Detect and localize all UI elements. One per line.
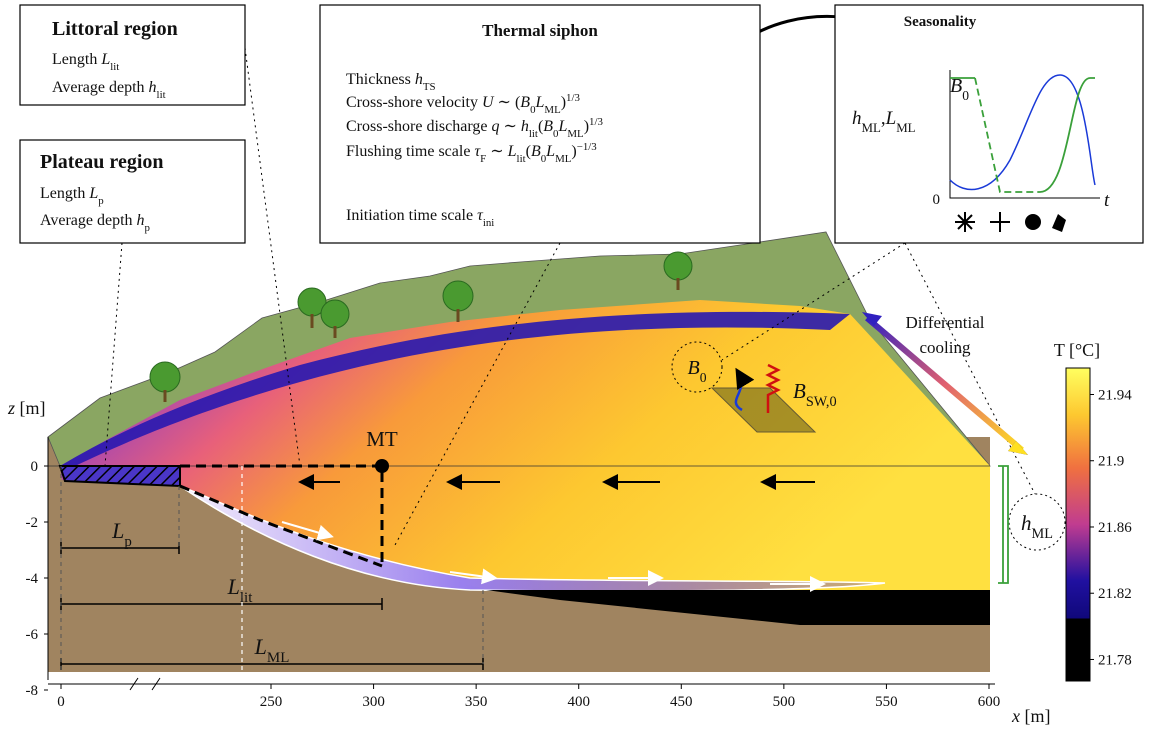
label-part: ∼ bbox=[486, 143, 507, 160]
label-part: h bbox=[149, 79, 157, 96]
label-part: L bbox=[227, 574, 240, 599]
label-part: L bbox=[88, 185, 98, 202]
label-part: lit bbox=[529, 128, 538, 140]
label-part: p bbox=[145, 222, 151, 234]
label: cooling bbox=[920, 338, 971, 357]
diagram: Littoral regionLength LlitAverage depth … bbox=[0, 0, 1151, 729]
label-part: ML bbox=[896, 120, 915, 135]
label-part: p bbox=[98, 195, 104, 207]
box-title: Plateau region bbox=[40, 151, 164, 173]
label-part: Thickness bbox=[346, 71, 415, 88]
colorbar-tick-label: 21.82 bbox=[1098, 586, 1132, 602]
label-part: L bbox=[100, 51, 110, 68]
label: MT bbox=[366, 427, 398, 451]
label-part: B bbox=[520, 94, 530, 111]
label-part: ML bbox=[555, 153, 571, 165]
landscape bbox=[48, 232, 990, 672]
label-part: L bbox=[254, 634, 267, 659]
label-part: z bbox=[7, 398, 15, 418]
label-part: B bbox=[543, 118, 553, 135]
x-tick-label: 600 bbox=[978, 694, 1001, 710]
label-part: 0 bbox=[962, 88, 969, 103]
label-part: 1/3 bbox=[566, 92, 580, 104]
label-part: Flushing time scale bbox=[346, 143, 474, 160]
label-part: ML bbox=[544, 104, 560, 116]
label-part: B bbox=[687, 357, 699, 379]
colorbar-title: T [°C] bbox=[1054, 340, 1100, 360]
label-part: Average depth bbox=[52, 79, 149, 96]
label-part: Initiation time scale bbox=[346, 207, 477, 224]
colorbar-tick-label: 21.78 bbox=[1098, 652, 1132, 668]
label-part: B bbox=[793, 379, 806, 403]
x-tick-label: 350 bbox=[465, 694, 488, 710]
label-part: lit bbox=[157, 89, 166, 101]
label-part: ML bbox=[267, 650, 289, 666]
label: 0 bbox=[933, 192, 941, 208]
x-tick-label: 300 bbox=[362, 694, 385, 710]
x-tick-label: 450 bbox=[670, 694, 693, 710]
label-part: h bbox=[521, 118, 529, 135]
label: z [m] bbox=[7, 398, 46, 418]
z-tick-label: 0 bbox=[31, 459, 39, 475]
label-part: ∼ bbox=[499, 118, 520, 135]
label-part: h bbox=[137, 212, 145, 229]
label-part: [m] bbox=[15, 398, 46, 418]
label-part: B bbox=[950, 75, 962, 97]
x-tick-label: 500 bbox=[773, 694, 796, 710]
label-part: −1/3 bbox=[577, 141, 598, 153]
label: x [m] bbox=[1011, 706, 1051, 726]
label-part: q bbox=[491, 118, 499, 135]
label-part: Length bbox=[40, 185, 89, 202]
label-part: ML bbox=[567, 128, 583, 140]
x-tick-label: 400 bbox=[567, 694, 590, 710]
z-tick-label: -4 bbox=[26, 571, 39, 587]
box-title: Littoral region bbox=[52, 18, 178, 40]
label-part: L bbox=[545, 143, 555, 160]
label-part: h bbox=[1021, 511, 1032, 535]
label-part: SW,0 bbox=[806, 394, 837, 410]
z-tick-label: -8 bbox=[26, 683, 39, 699]
label-part: Length bbox=[52, 51, 101, 68]
colorbar-tick-label: 21.86 bbox=[1098, 520, 1132, 536]
label-part: Cross-shore velocity bbox=[346, 94, 482, 111]
label-part: ini bbox=[483, 217, 494, 229]
label-part: x bbox=[1011, 706, 1020, 726]
label-part: [m] bbox=[1020, 706, 1051, 726]
label-part: L bbox=[111, 518, 124, 543]
label-part: Average depth bbox=[40, 212, 137, 229]
box-title: Thermal siphon bbox=[482, 21, 598, 40]
label-part: L bbox=[557, 118, 567, 135]
label-part: 0 bbox=[700, 370, 707, 385]
label-part: lit bbox=[110, 61, 119, 73]
label-part: ∼ ( bbox=[494, 94, 521, 111]
x-tick-label: 0 bbox=[57, 694, 65, 710]
box-title: Seasonality bbox=[904, 14, 977, 30]
label-part: h bbox=[852, 108, 862, 129]
x-tick-label: 550 bbox=[875, 694, 898, 710]
label-part: ML bbox=[862, 120, 881, 135]
label-part: L bbox=[885, 108, 897, 129]
label: hML bbox=[1021, 511, 1053, 542]
label-part: h bbox=[415, 71, 423, 88]
colorbar bbox=[1066, 368, 1090, 681]
label-part: L bbox=[535, 94, 545, 111]
label-part: t bbox=[1104, 190, 1110, 211]
label: Differential bbox=[906, 313, 985, 332]
z-tick-label: -2 bbox=[26, 515, 39, 531]
label-part: lit bbox=[240, 590, 253, 606]
label-part: TS bbox=[423, 81, 436, 93]
label-part: ML bbox=[1032, 526, 1053, 542]
z-tick-label: -6 bbox=[26, 627, 39, 643]
label-part: B bbox=[531, 143, 541, 160]
colorbar-tick-label: 21.94 bbox=[1098, 387, 1132, 403]
colorbar-tick-label: 21.9 bbox=[1098, 454, 1124, 470]
label-part: L bbox=[507, 143, 517, 160]
label-part: lit bbox=[517, 153, 526, 165]
label-part: 1/3 bbox=[589, 116, 603, 128]
label: t bbox=[1104, 190, 1110, 211]
label-part: Cross-shore discharge bbox=[346, 118, 491, 135]
boxes bbox=[20, 5, 1143, 243]
label-part: p bbox=[124, 534, 131, 550]
x-tick-label: 250 bbox=[260, 694, 283, 710]
